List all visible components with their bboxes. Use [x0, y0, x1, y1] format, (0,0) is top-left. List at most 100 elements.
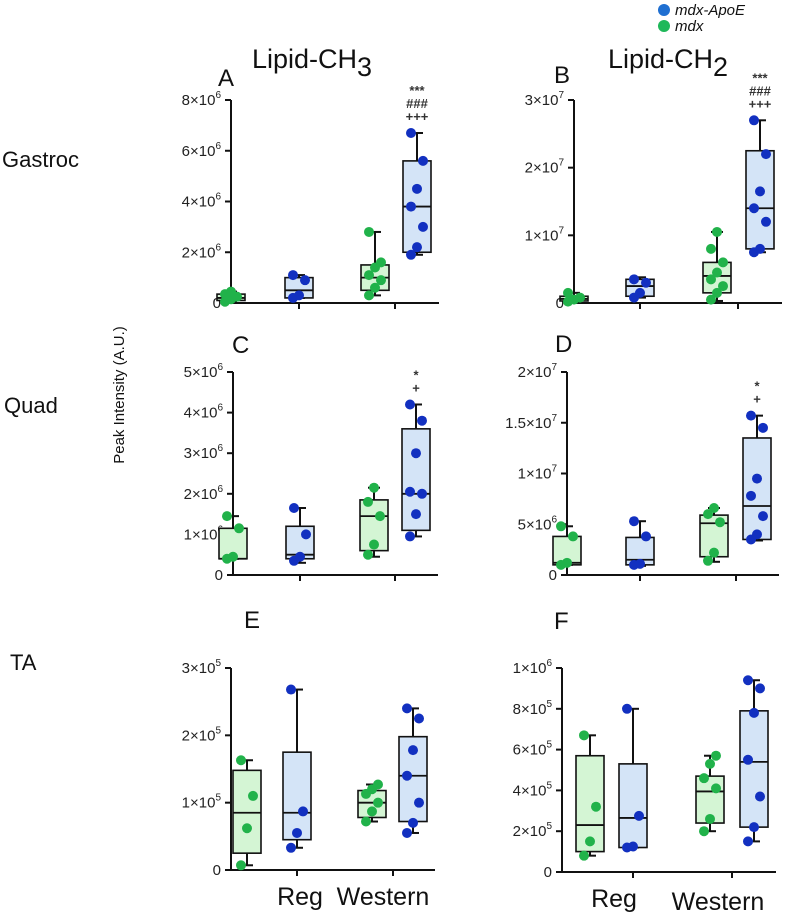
data-point [706, 294, 716, 305]
x-category-reg-right: Reg [591, 885, 637, 913]
data-point [743, 675, 753, 686]
legend-label-mdx: mdx [675, 18, 704, 35]
x-category-western-left: Western [337, 883, 430, 911]
data-point [361, 816, 371, 827]
legend-label-mdx-apoe: mdx-ApoE [675, 2, 746, 19]
row-label-gastroc: Gastroc [2, 147, 79, 172]
y-tick-label: 0 [213, 295, 221, 312]
panel-letter-e: E [244, 607, 260, 634]
box-mdx-reg [232, 755, 262, 871]
row-label-ta: TA [10, 650, 37, 675]
data-point [635, 558, 645, 569]
significance-marker: +++ [749, 96, 772, 111]
data-point [641, 531, 651, 542]
y-tick-label: 0 [213, 862, 221, 879]
data-point [711, 783, 721, 794]
data-point [705, 813, 715, 824]
data-point [758, 422, 768, 433]
data-point [758, 511, 768, 522]
significance-marker: ### [749, 83, 771, 98]
data-point [370, 282, 380, 293]
box-mdx-reg [552, 521, 582, 570]
data-point [301, 529, 311, 540]
y-tick-label: 3×107 [525, 90, 565, 109]
data-point [585, 836, 595, 847]
y-axis-label: Peak Intensity (A.U.) [111, 326, 128, 464]
data-point [289, 503, 299, 514]
data-point [556, 521, 566, 532]
box-iqr [742, 437, 772, 541]
y-tick-label: 8×106 [182, 90, 222, 109]
box-mdx-western [360, 226, 390, 301]
data-point [236, 755, 246, 766]
box-mdx-apoe-reg [284, 270, 314, 303]
data-point [579, 730, 589, 741]
data-point [712, 226, 722, 237]
data-point [703, 555, 713, 566]
box-mdx-reg [216, 286, 246, 307]
chart-panel-d: 0 5×106 1×107 1.5×107 2×107 *+ [505, 362, 779, 584]
data-point [743, 836, 753, 847]
data-point [234, 523, 244, 534]
data-point [222, 511, 232, 522]
row-label-quad: Quad [4, 393, 58, 418]
data-point [634, 810, 644, 821]
data-point [376, 257, 386, 268]
data-point [286, 684, 296, 695]
data-point [743, 754, 753, 765]
data-point [418, 221, 428, 232]
data-point [715, 517, 725, 528]
data-point [629, 516, 639, 527]
chart-panel-e: 0 1×105 2×105 3×105 [182, 658, 435, 879]
data-point [364, 226, 374, 237]
y-tick-label: 0 [544, 864, 552, 881]
data-point [406, 249, 416, 260]
box-mdx-apoe-reg [285, 503, 315, 566]
data-point [248, 790, 258, 801]
box-mdx-reg [218, 511, 248, 564]
data-point [755, 243, 765, 254]
data-point [414, 797, 424, 808]
box-mdx-apoe-reg [618, 703, 648, 853]
data-point [746, 410, 756, 421]
box-mdx-western [695, 750, 725, 837]
data-point [712, 287, 722, 298]
data-point [749, 707, 759, 718]
box-mdx-apoe-western [401, 399, 431, 542]
y-tick-label: 2×105 [182, 725, 222, 744]
panel-letter-f: F [554, 608, 569, 635]
box-iqr [695, 775, 725, 824]
data-point [718, 281, 728, 292]
data-point [563, 287, 573, 298]
data-point [405, 531, 415, 542]
y-tick-label: 1×105 [182, 793, 222, 812]
chart-panel-f: 0 2×105 4×105 6×105 8×105 1×106 [513, 658, 776, 881]
data-point [629, 274, 639, 285]
data-point [749, 822, 759, 833]
data-point [300, 275, 310, 286]
data-point [402, 703, 412, 714]
data-point [294, 290, 304, 301]
data-point [288, 270, 298, 281]
data-point [364, 270, 374, 281]
box-mdx-apoe-reg [625, 274, 655, 303]
data-point [709, 547, 719, 558]
data-point [369, 482, 379, 493]
y-tick-label: 1×106 [513, 658, 553, 677]
legend-marker-mdx-apoe [658, 4, 670, 16]
x-category-western-right: Western [672, 888, 765, 916]
data-point [749, 203, 759, 214]
data-point [406, 201, 416, 212]
data-point [755, 791, 765, 802]
data-point [417, 488, 427, 499]
box-iqr [745, 149, 775, 250]
box-mdx-apoe-western [739, 675, 769, 847]
y-tick-label: 8×105 [513, 699, 553, 718]
y-tick-label: 0 [549, 567, 557, 584]
data-point [417, 415, 427, 426]
y-tick-label: 0 [215, 567, 223, 584]
data-point [363, 549, 373, 560]
data-point [575, 292, 585, 303]
y-tick-label: 2×106 [182, 242, 222, 261]
data-point [699, 826, 709, 837]
